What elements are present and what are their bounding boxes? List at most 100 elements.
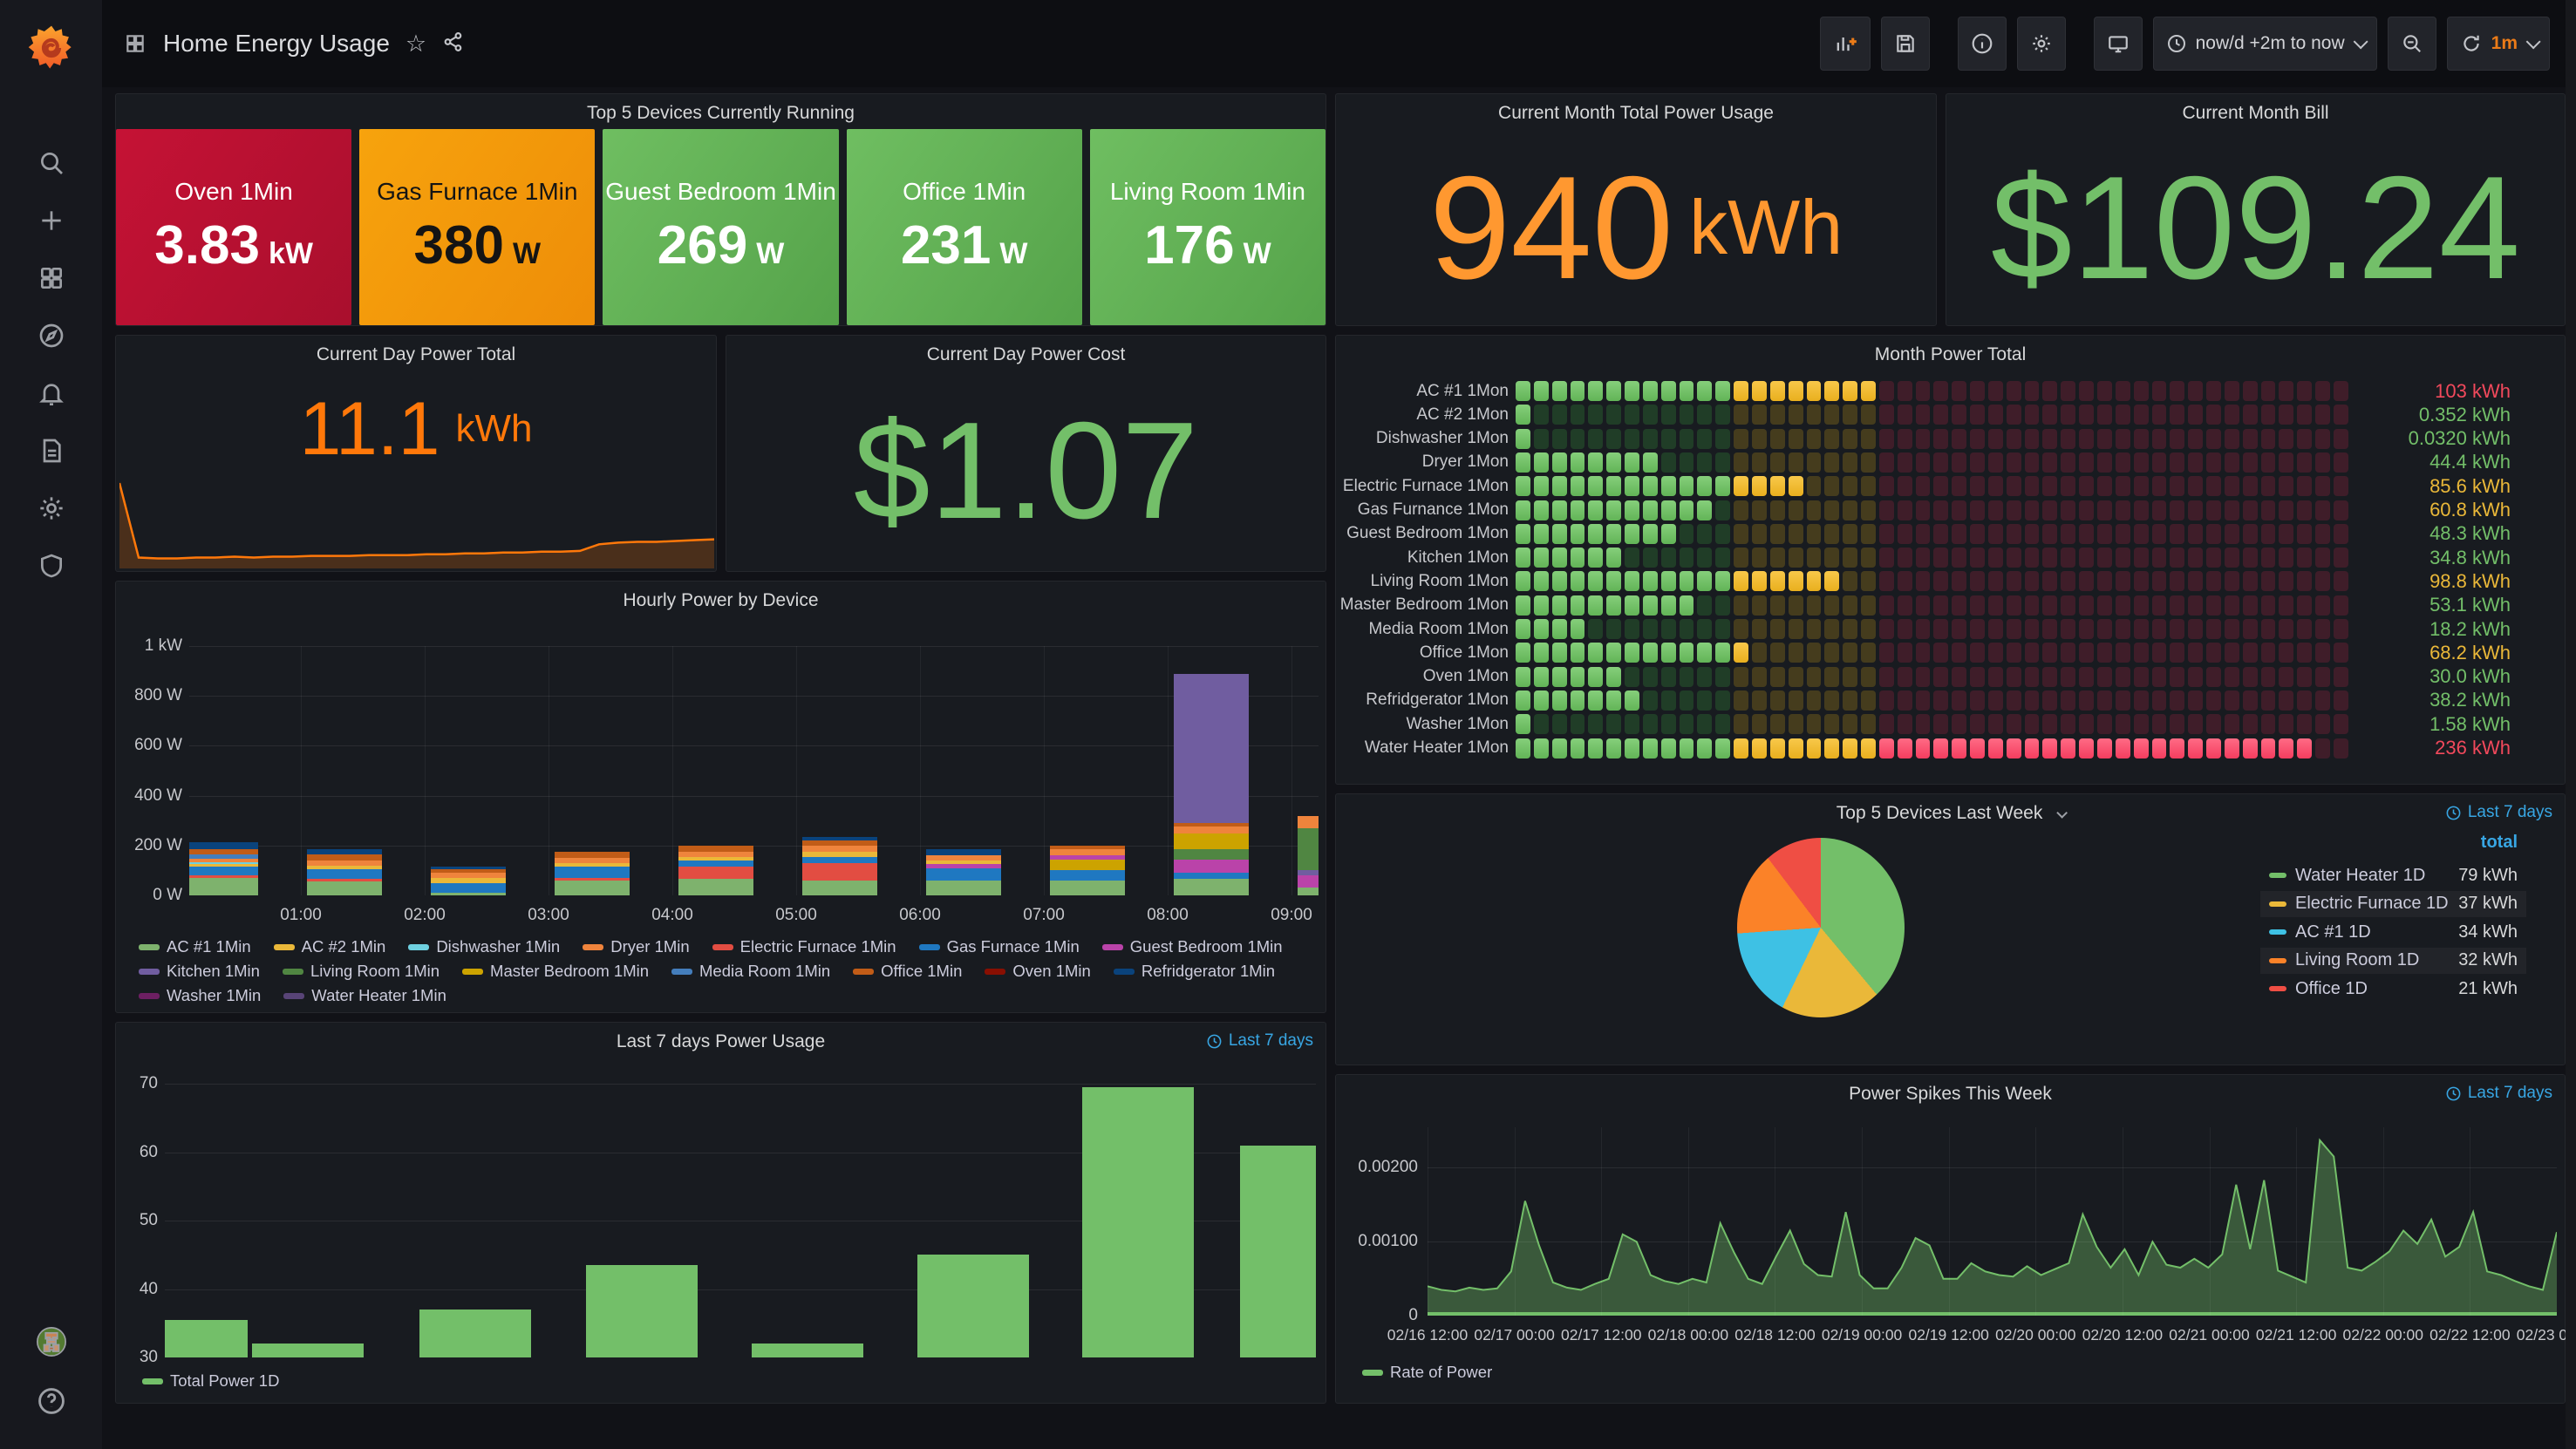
pie-legend-row[interactable]: Water Heater 1D 79 kWh [2260,862,2526,888]
legend-item[interactable]: AC #1 1Min [139,937,251,956]
dashboard-grid-icon[interactable] [123,31,147,56]
time-override-link[interactable]: Last 7 days [1206,1031,1313,1051]
legend-item[interactable]: Office 1Min [853,962,962,981]
top-navbar: Home Energy Usage ☆ [102,0,2576,87]
panel-title[interactable]: Top 5 Devices Currently Running [587,103,855,123]
panel-title[interactable]: Top 5 Devices Last Week [1336,803,2565,824]
legend-item[interactable]: Gas Furnace 1Min [918,937,1080,956]
heatmap-cell [1734,666,1748,687]
legend-swatch [273,943,295,950]
heatmap-cell [2224,666,2239,687]
dashboards-grid-icon[interactable] [37,263,66,293]
heatmap-cell [2224,476,2239,497]
heatmap-cell [2206,643,2221,663]
heatmap-cell [1915,690,1931,711]
time-override-link[interactable]: Last 7 days [2445,1084,2552,1103]
legend-swatch [2269,986,2286,992]
heatmap-cells [1516,714,2348,735]
heatmap-cell [2206,666,2221,687]
heatmap-cell [2279,643,2294,663]
grafana-logo-icon[interactable] [26,23,77,73]
time-override-link[interactable]: Last 7 days [2445,803,2552,822]
dashboard-info-button[interactable] [1957,17,2007,71]
pie-legend-row[interactable]: AC #1 1D 34 kWh [2260,919,2526,945]
panel-title[interactable]: Current Day Power Total [316,344,516,364]
legend-item[interactable]: Guest Bedroom 1Min [1101,937,1283,956]
panel-title[interactable]: Current Month Total Power Usage [1498,103,1774,123]
bar-segment [802,880,877,895]
user-avatar[interactable] [36,1327,66,1357]
server-admin-shield-icon[interactable] [37,551,66,581]
panel-title[interactable]: Current Month Bill [2182,103,2329,123]
share-icon[interactable] [442,31,465,58]
pie-legend-row[interactable]: Electric Furnace 1D 37 kWh [2260,890,2526,917]
stat-tile-value: 3.83 kW [154,214,313,276]
heatmap-cell [2170,523,2185,544]
panel-month-bill: Current Month Bill $109.24 [1946,93,2566,326]
legend-item[interactable]: AC #2 1Min [273,937,385,956]
legend-swatch [139,968,160,975]
legend-item[interactable]: Dishwasher 1Min [408,937,560,956]
heatmap-cell [1878,452,1894,473]
legend-item[interactable]: Dryer 1Min [583,937,690,956]
pie-legend-row[interactable]: Living Room 1D 32 kWh [2260,947,2526,974]
pie-legend-row[interactable]: Office 1D 21 kWh [2260,976,2526,1002]
panel-title[interactable]: Last 7 days Power Usage [616,1031,826,1051]
heatmap-cell [1806,548,1822,568]
heatmap-cell [2206,500,2221,520]
heatmap-cell [2242,548,2258,568]
panel-title[interactable]: Power Spikes This Week [1849,1084,2052,1104]
legend-item[interactable]: Rate of Power [1362,1363,1492,1382]
tv-cycle-button[interactable] [2093,17,2143,71]
legend-item[interactable]: Total Power 1D [142,1371,279,1391]
heatmap-cell [1952,405,1967,425]
stacked-bar [189,841,258,895]
legend-total-header[interactable]: total [2480,833,2518,852]
gridline [920,646,921,895]
heatmap-cell [1660,452,1676,473]
heatmap-cell [2024,595,2040,616]
legend-item[interactable]: Living Room 1Min [282,962,440,981]
help-icon[interactable] [37,1386,66,1416]
refresh-button[interactable]: 1m [2446,17,2550,71]
heatmap-cell [1588,714,1604,735]
heatmap-cell [2315,500,2330,520]
configuration-gear-icon[interactable] [37,493,66,523]
search-icon[interactable] [37,148,66,178]
dashboard-title[interactable]: Home Energy Usage [163,30,390,57]
save-dashboard-button[interactable] [1880,17,1930,71]
legend-item[interactable]: Kitchen 1Min [139,962,260,981]
dashboard-settings-button[interactable] [2016,17,2066,71]
legend-item[interactable]: Oven 1Min [985,962,1091,981]
legend-item[interactable]: Media Room 1Min [671,962,830,981]
scrollbar-track[interactable] [2566,0,2576,1449]
heatmap-cell [1878,666,1894,687]
panel-title[interactable]: Month Power Total [1874,344,2027,364]
heatmap-cell [2042,381,2058,401]
zoom-out-button[interactable] [2387,17,2436,71]
explore-compass-icon[interactable] [37,321,66,350]
panel-title[interactable]: Hourly Power by Device [623,590,819,610]
stat-tile: Living Room 1Min 176 W [1089,129,1326,325]
panel-top5-devices-running: Top 5 Devices Currently Running Oven 1Mi… [115,93,1326,326]
legend-item[interactable]: Master Bedroom 1Min [462,962,649,981]
alerting-bell-icon[interactable] [37,378,66,408]
stat-tile-value: 176 W [1144,214,1271,276]
legend-item[interactable]: Washer 1Min [139,986,261,1005]
favorite-star-icon[interactable]: ☆ [405,30,427,57]
add-panel-button[interactable] [1819,17,1871,71]
heatmap-cell [1769,714,1785,735]
plus-icon[interactable] [37,206,66,235]
legend-item[interactable]: Refridgerator 1Min [1113,962,1275,981]
heatmap-cell [1642,523,1658,544]
time-range-picker[interactable]: now/d +2m to now [2152,17,2377,71]
legend-item[interactable]: Electric Furnace 1Min [712,937,896,956]
heatmap-cell [1861,643,1876,663]
docs-file-icon[interactable] [37,436,66,466]
heatmap-cell [1751,476,1767,497]
legend-item[interactable]: Water Heater 1Min [283,986,446,1005]
panel-title[interactable]: Current Day Power Cost [926,344,1126,364]
heatmap-cell [1933,690,1949,711]
heatmap-cell [2188,500,2204,520]
heatmap-cell [1933,619,1949,639]
